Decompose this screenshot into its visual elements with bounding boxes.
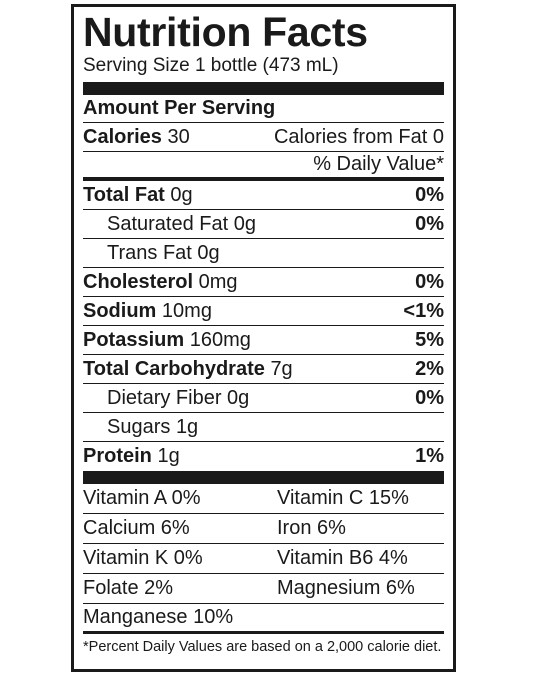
nutrient-amount: 10mg [161, 299, 212, 322]
nutrient-daily-value: 1% [415, 445, 444, 467]
nutrient-daily-value: 0% [415, 183, 444, 206]
nutrient-amount: 0g [170, 183, 193, 206]
vitamin-list: Vitamin A 0% Vitamin C 15% Calcium 6% Iron … [83, 484, 444, 634]
nutrient-label: Cholesterol [83, 270, 194, 293]
nutrient-name: Sodium 10mg [83, 300, 212, 323]
nutrient-amount: 160mg [189, 328, 251, 351]
nutrient-amount: 0mg [198, 270, 238, 293]
vitamin-item: Magnesium 6% [277, 577, 415, 599]
nutrient-row: Total Carbohydrate 7g 2% [83, 355, 444, 384]
nutrient-row: Total Fat 0g 0% [83, 181, 444, 210]
vitamin-item: Manganese 10% [83, 606, 234, 628]
vitamin-item: Vitamin A 0% [83, 487, 201, 509]
nutrient-row: Sugars 1g [83, 413, 444, 442]
nutrient-amount: 1g [157, 445, 180, 467]
nutrient-list: Total Fat 0g 0% Saturated Fat 0g 0% Trans Fa… [83, 181, 444, 471]
vitamin-row: Vitamin A 0% Vitamin C 15% [83, 484, 444, 514]
amount-per-serving: Amount Per Serving [83, 97, 276, 119]
nutrient-daily-value: 0% [415, 386, 444, 409]
calories-from-fat: Calories from Fat 0 [273, 125, 444, 148]
nutrient-daily-value: 0% [415, 212, 444, 235]
daily-value-header: % Daily Value* [313, 153, 444, 175]
nutrient-row: Trans Fat 0g [83, 239, 444, 268]
nutrient-label: Saturated Fat [107, 212, 229, 235]
vitamin-item: Vitamin K 0% [83, 547, 203, 569]
serving-size: Serving Size 1 bottle (473 mL) [83, 55, 339, 76]
nutrient-name: Trans Fat 0g [107, 242, 220, 265]
nutrient-name: Saturated Fat 0g [107, 213, 256, 236]
calories-value: 30 [167, 125, 190, 148]
label-title: Nutrition Facts [83, 9, 368, 55]
nutrient-daily-value: 5% [415, 328, 444, 351]
nutrient-label: Protein [83, 445, 152, 467]
nutrient-row: Dietary Fiber 0g 0% [83, 384, 444, 413]
nutrient-row: Saturated Fat 0g 0% [83, 210, 444, 239]
nutrient-name: Sugars 1g [107, 416, 198, 439]
nutrient-name: Total Fat 0g [83, 184, 193, 207]
calories-label: Calories [83, 125, 162, 148]
vitamin-row: Folate 2% Magnesium 6% [83, 574, 444, 604]
vitamin-item: Vitamin C 15% [277, 487, 409, 509]
calories: Calories 30 [83, 126, 190, 149]
amount-per-serving-row: Amount Per Serving [83, 95, 444, 123]
nutrient-label: Sugars [107, 415, 171, 438]
nutrient-name: Total Carbohydrate 7g [83, 358, 293, 381]
nutrition-facts-label: Nutrition Facts Serving Size 1 bottle (4… [71, 4, 456, 672]
nutrient-label: Sodium [83, 299, 157, 322]
daily-value-header-row: % Daily Value* [83, 152, 444, 181]
calories-row: Calories 30 Calories from Fat 0 [83, 123, 444, 152]
vitamin-row: Calcium 6% Iron 6% [83, 514, 444, 544]
nutrient-row: Protein 1g 1% [83, 442, 444, 471]
nutrient-amount: 0g [227, 386, 250, 409]
vitamin-row: Vitamin K 0% Vitamin B6 4% [83, 544, 444, 574]
nutrient-label: Total Carbohydrate [83, 357, 265, 380]
nutrient-amount: 0g [233, 212, 256, 235]
nutrient-row: Potassium 160mg 5% [83, 326, 444, 355]
nutrient-name: Dietary Fiber 0g [107, 387, 249, 410]
nutrient-name: Potassium 160mg [83, 329, 251, 352]
thick-divider-vitamins [83, 471, 444, 484]
vitamin-item: Iron 6% [277, 517, 346, 539]
nutrient-amount: 1g [175, 415, 199, 438]
nutrient-name: Cholesterol 0mg [83, 271, 238, 294]
vitamin-row: Manganese 10% [83, 604, 444, 634]
nutrient-daily-value: 2% [415, 357, 444, 380]
vitamin-item: Calcium 6% [83, 517, 190, 539]
nutrient-row: Cholesterol 0mg 0% [83, 268, 444, 297]
nutrient-label: Trans Fat [107, 241, 192, 264]
nutrient-name: Protein 1g [83, 445, 180, 468]
nutrient-daily-value: <1% [403, 299, 444, 322]
thick-divider [83, 82, 444, 95]
nutrient-row: Sodium 10mg <1% [83, 297, 444, 326]
vitamin-item: Folate 2% [83, 577, 174, 599]
footnote: *Percent Daily Values are based on a 2,0… [83, 639, 442, 655]
nutrient-amount: 7g [270, 357, 293, 380]
nutrient-label: Total Fat [83, 183, 165, 206]
nutrient-label: Potassium [83, 328, 185, 351]
vitamin-item: Vitamin B6 4% [277, 547, 408, 569]
nutrient-label: Dietary Fiber [107, 386, 222, 409]
nutrient-daily-value: 0% [415, 270, 444, 293]
nutrient-amount: 0g [197, 241, 220, 264]
